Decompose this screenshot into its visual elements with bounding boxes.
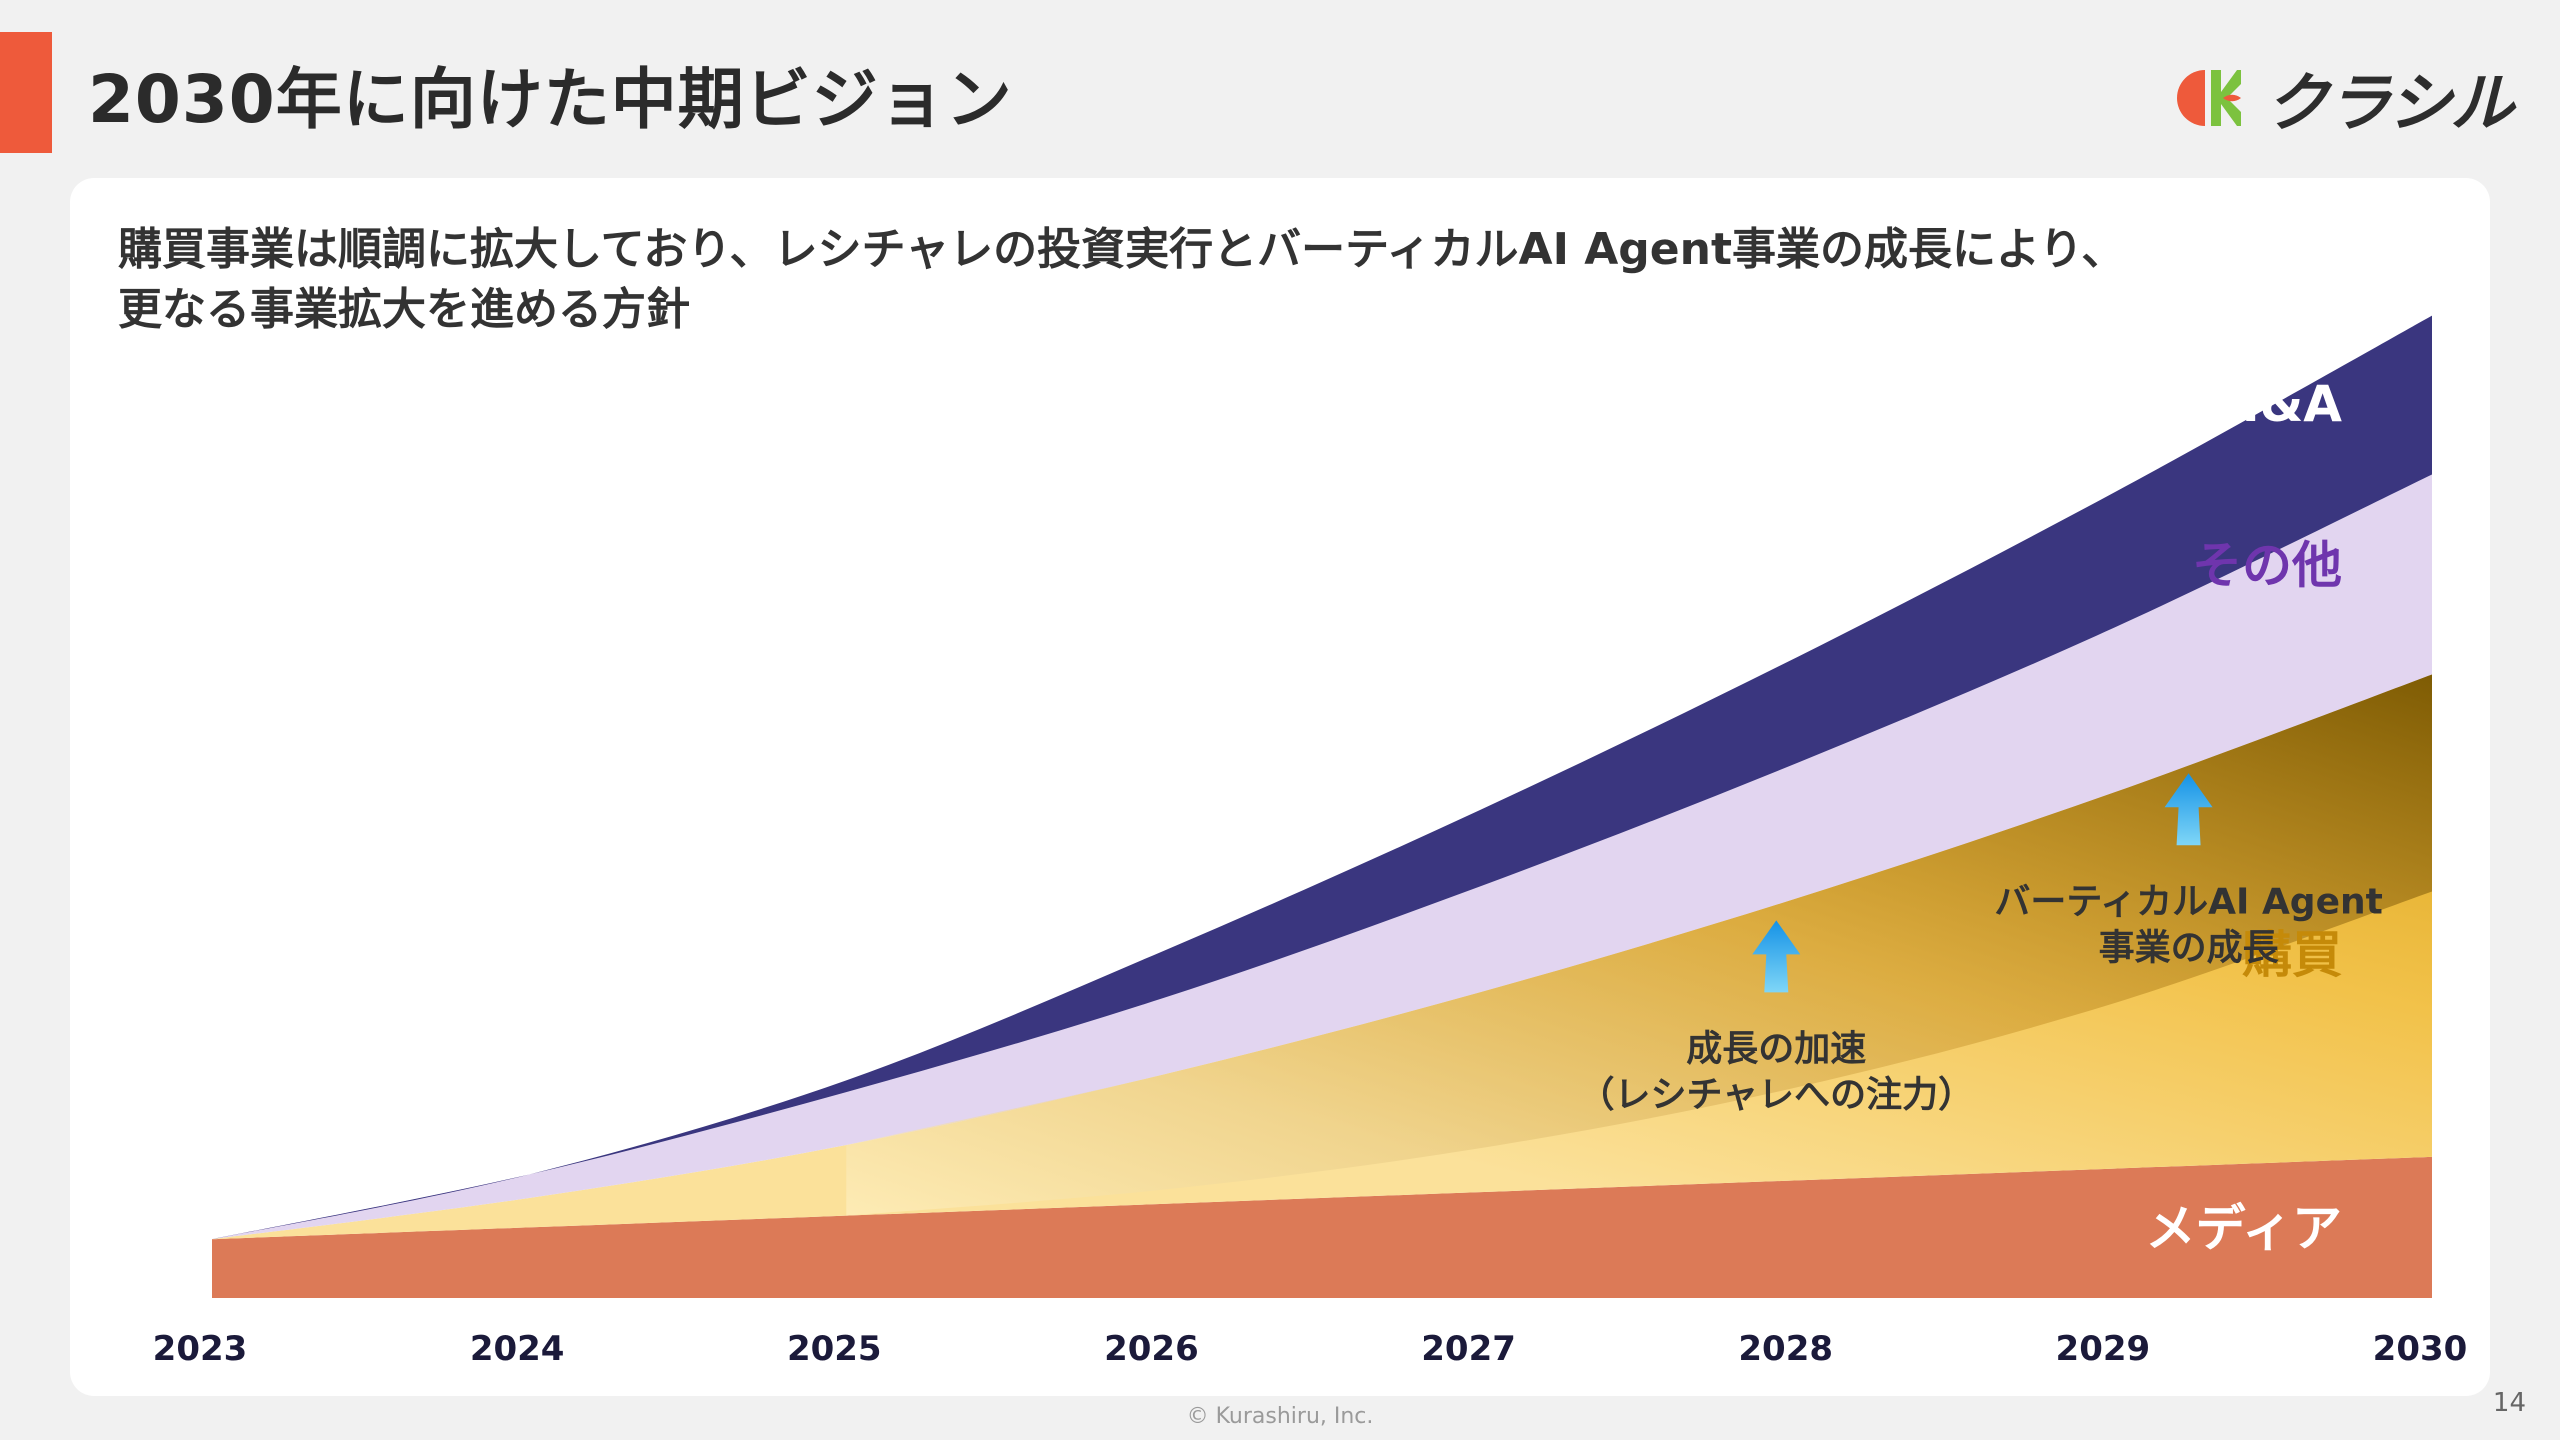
series-label-3: M&A bbox=[2210, 375, 2342, 433]
page-title: 2030年に向けた中期ビジョン bbox=[88, 61, 1013, 138]
area-0 bbox=[212, 1156, 2432, 1298]
copyright: © Kurashiru, Inc. bbox=[1186, 1404, 1374, 1429]
subtitle-line-2: 更なる事業拡大を進める方針 bbox=[118, 284, 690, 335]
growth-area-chart: メディア 購買 その他 M&A 成長の加速 （レシチャレへの注力） バーティカルAI Age… bbox=[153, 315, 2468, 1369]
annotation-title: バーティカルAI Agent bbox=[1994, 881, 2383, 922]
x-tick-label: 2026 bbox=[1104, 1329, 1199, 1369]
x-tick-label: 2028 bbox=[1738, 1329, 1833, 1369]
up-arrow-icon bbox=[1752, 920, 1801, 993]
series-label-0: メディア bbox=[2146, 1199, 2343, 1257]
brand-name: クラシル bbox=[2265, 67, 2514, 141]
annotation-title: 成長の加速 bbox=[1686, 1028, 1866, 1069]
kurashiru-logo-icon bbox=[2177, 70, 2242, 126]
purchase-growth-highlight bbox=[846, 674, 2433, 1216]
up-arrow-icon bbox=[2164, 773, 2213, 846]
x-tick-label: 2029 bbox=[2056, 1329, 2151, 1369]
subtitle-line-1: 購買事業は順調に拡大しており、レシチャレの投資実行とバーティカルAI Agent… bbox=[118, 224, 2126, 275]
annotation-subtitle: （レシチャレへの注力） bbox=[1578, 1074, 1974, 1115]
x-tick-label: 2025 bbox=[787, 1329, 882, 1369]
page-number: 14 bbox=[2492, 1388, 2526, 1418]
series-label-1: 購買 bbox=[2242, 926, 2342, 984]
x-tick-label: 2030 bbox=[2373, 1329, 2468, 1369]
annotation-subtitle: 事業の成長 bbox=[2099, 927, 2280, 968]
series-label-2: その他 bbox=[2192, 536, 2342, 594]
x-tick-label: 2027 bbox=[1421, 1329, 1516, 1369]
slide-subtitle: 購買事業は順調に拡大しており、レシチャレの投資実行とバーティカルAI Agent… bbox=[118, 220, 2418, 340]
x-tick-label: 2024 bbox=[470, 1329, 565, 1369]
brand-logo: クラシル bbox=[2175, 52, 2514, 144]
title-accent-bar bbox=[0, 32, 52, 153]
content-card: メディア 購買 その他 M&A 成長の加速 （レシチャレへの注力） バーティカルAI Age… bbox=[70, 178, 2490, 1396]
area-1 bbox=[212, 674, 2432, 1240]
x-tick-label: 2023 bbox=[153, 1329, 248, 1369]
